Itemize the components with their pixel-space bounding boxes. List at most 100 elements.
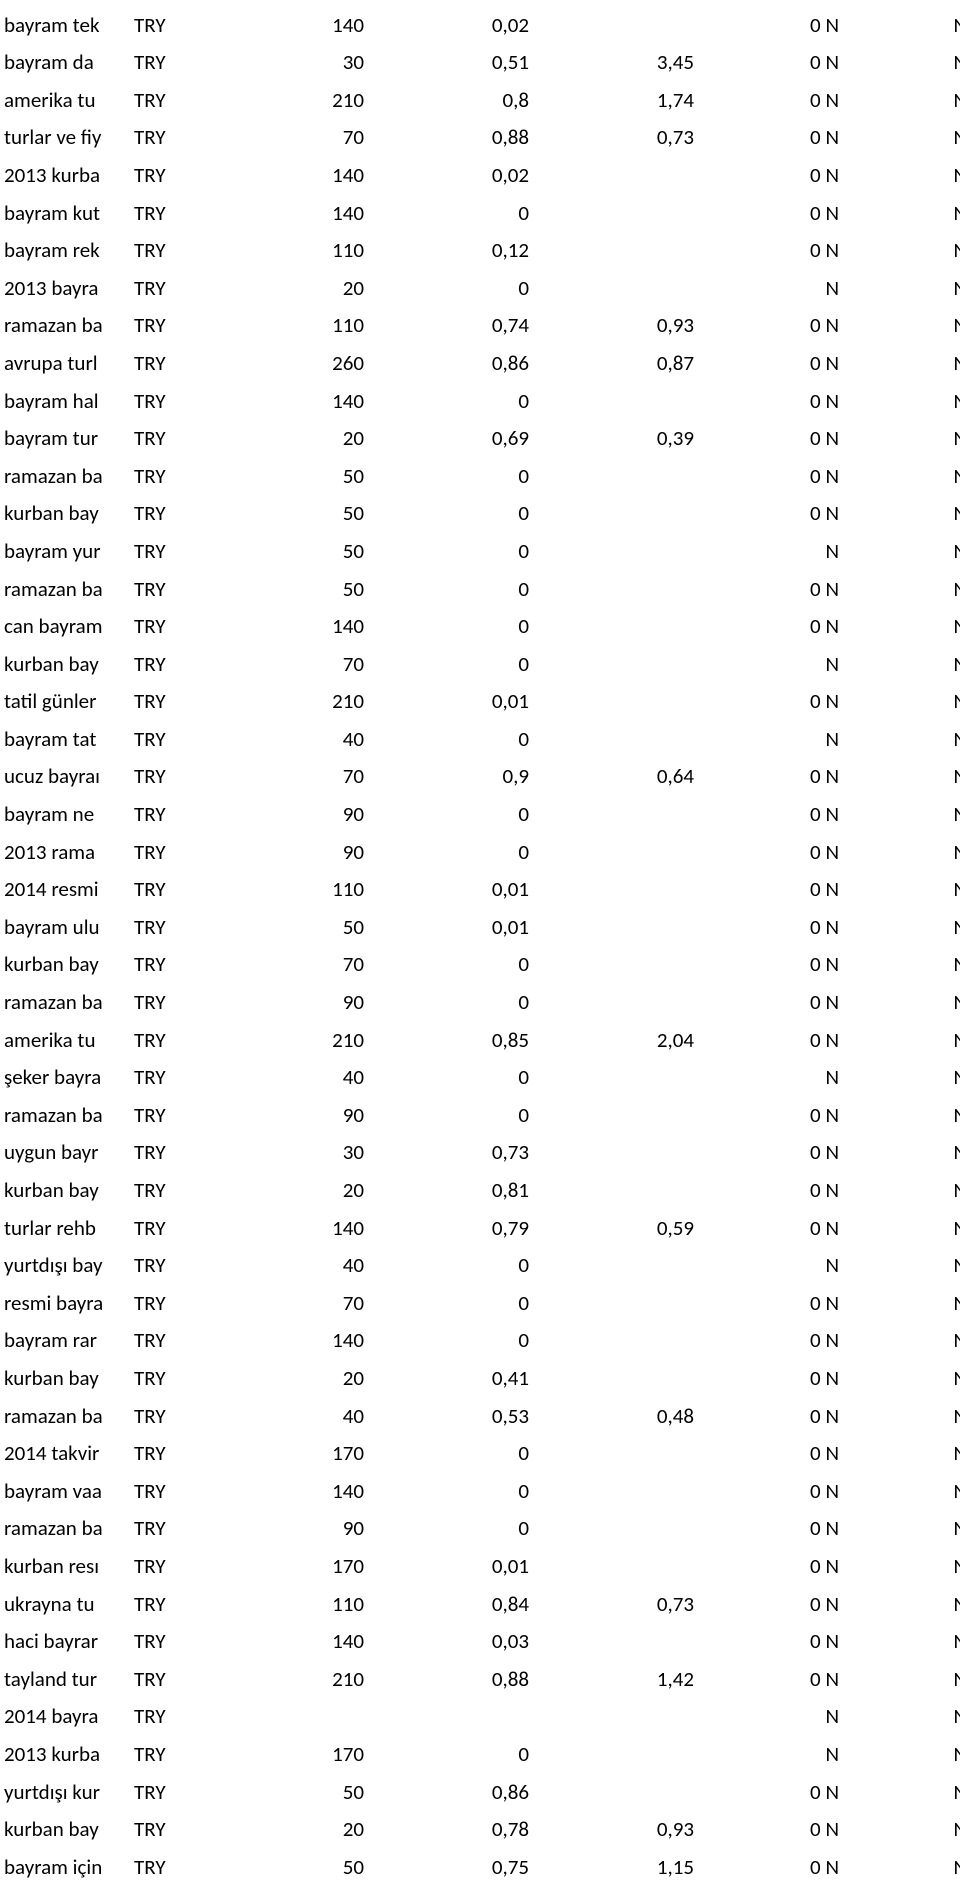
cell-e: 0,64 (529, 752, 694, 790)
cell-d: 0 (364, 1729, 529, 1767)
cell-b: TRY (134, 827, 199, 865)
cell-f: 0 N (694, 451, 842, 489)
cell-a: bayram kut (0, 188, 134, 226)
cell-c: 210 (199, 1015, 364, 1053)
cell-e (529, 827, 694, 865)
table-row: yurtdışı bayTRY400NN (0, 1241, 960, 1279)
cell-a: bayram rek (0, 226, 134, 264)
cell-d: 0,01 (364, 902, 529, 940)
cell-b: TRY (134, 1128, 199, 1166)
cell-c: 50 (199, 489, 364, 527)
cell-c: 70 (199, 940, 364, 978)
cell-d: 0,84 (364, 1579, 529, 1617)
cell-d: 0 (364, 188, 529, 226)
cell-f: 0 N (694, 1128, 842, 1166)
cell-e (529, 489, 694, 527)
table-row: bayram rekTRY1100,120 NN (0, 226, 960, 264)
cell-e (529, 714, 694, 752)
cell-d: 0,02 (364, 0, 529, 38)
table-row: uygun bayrTRY300,730 NN (0, 1128, 960, 1166)
cell-e: 0,59 (529, 1203, 694, 1241)
cell-d: 0 (364, 1429, 529, 1467)
cell-c: 110 (199, 865, 364, 903)
cell-a: tayland tur (0, 1654, 134, 1692)
cell-e (529, 1767, 694, 1805)
cell-f: N (694, 1053, 842, 1091)
cell-f: N (694, 639, 842, 677)
table-row: 2013 ramaTRY9000 NN (0, 827, 960, 865)
cell-e (529, 639, 694, 677)
cell-g: N (842, 526, 960, 564)
cell-a: amerika tu (0, 75, 134, 113)
cell-a: kurban bay (0, 1165, 134, 1203)
table-row: 2014 takvirTRY17000 NN (0, 1429, 960, 1467)
table-row: bayram rarTRY14000 NN (0, 1316, 960, 1354)
cell-b: TRY (134, 940, 199, 978)
cell-g: N (842, 451, 960, 489)
cell-d: 0,81 (364, 1165, 529, 1203)
cell-a: ramazan ba (0, 451, 134, 489)
table-row: kurban bayTRY200,780,930 NN (0, 1805, 960, 1843)
cell-g: N (842, 977, 960, 1015)
cell-g: N (842, 827, 960, 865)
cell-f: 0 N (694, 414, 842, 452)
cell-d: 0,86 (364, 1767, 529, 1805)
cell-b: TRY (134, 639, 199, 677)
cell-e (529, 376, 694, 414)
table-row: kurban bayTRY200,410 NN (0, 1353, 960, 1391)
cell-b: TRY (134, 865, 199, 903)
cell-b: TRY (134, 714, 199, 752)
cell-d: 0,53 (364, 1391, 529, 1429)
cell-c: 210 (199, 1654, 364, 1692)
cell-e (529, 1692, 694, 1730)
cell-g: N (842, 263, 960, 301)
cell-b: TRY (134, 113, 199, 151)
cell-c: 70 (199, 752, 364, 790)
cell-c: 140 (199, 1203, 364, 1241)
cell-c: 110 (199, 301, 364, 339)
cell-f: N (694, 526, 842, 564)
table-row: bayram kutTRY14000 NN (0, 188, 960, 226)
table-body: bayram tekTRY1400,020 NNbayram daTRY300,… (0, 0, 960, 1880)
cell-c: 40 (199, 1241, 364, 1279)
cell-e (529, 1053, 694, 1091)
cell-a: bayram hal (0, 376, 134, 414)
cell-a: turlar ve fiy (0, 113, 134, 151)
cell-e (529, 1241, 694, 1279)
cell-g: N (842, 1429, 960, 1467)
cell-e (529, 602, 694, 640)
cell-b: TRY (134, 677, 199, 715)
table-row: bayram vaaTRY14000 NN (0, 1466, 960, 1504)
table-row: ramazan baTRY9000 NN (0, 977, 960, 1015)
cell-f: 0 N (694, 1805, 842, 1843)
cell-c: 110 (199, 226, 364, 264)
cell-e (529, 1541, 694, 1579)
cell-g: N (842, 1353, 960, 1391)
cell-f: N (694, 1729, 842, 1767)
cell-c: 50 (199, 451, 364, 489)
cell-a: ramazan ba (0, 1090, 134, 1128)
cell-b: TRY (134, 1692, 199, 1730)
cell-b: TRY (134, 489, 199, 527)
cell-c: 140 (199, 1316, 364, 1354)
cell-f: 0 N (694, 752, 842, 790)
cell-b: TRY (134, 602, 199, 640)
cell-a: ramazan ba (0, 564, 134, 602)
cell-b: TRY (134, 526, 199, 564)
cell-b: TRY (134, 75, 199, 113)
table-row: ramazan baTRY9000 NN (0, 1504, 960, 1542)
cell-b: TRY (134, 1729, 199, 1767)
cell-d: 0,12 (364, 226, 529, 264)
cell-c: 170 (199, 1729, 364, 1767)
table-row: bayram neTRY9000 NN (0, 789, 960, 827)
cell-g: N (842, 1504, 960, 1542)
cell-c: 50 (199, 526, 364, 564)
cell-f: N (694, 1692, 842, 1730)
cell-a: turlar rehb (0, 1203, 134, 1241)
cell-e: 1,74 (529, 75, 694, 113)
table-row: avrupa turlTRY2600,860,870 NN (0, 338, 960, 376)
cell-g: N (842, 1654, 960, 1692)
cell-e: 1,15 (529, 1842, 694, 1880)
cell-f: 0 N (694, 677, 842, 715)
cell-g: N (842, 677, 960, 715)
